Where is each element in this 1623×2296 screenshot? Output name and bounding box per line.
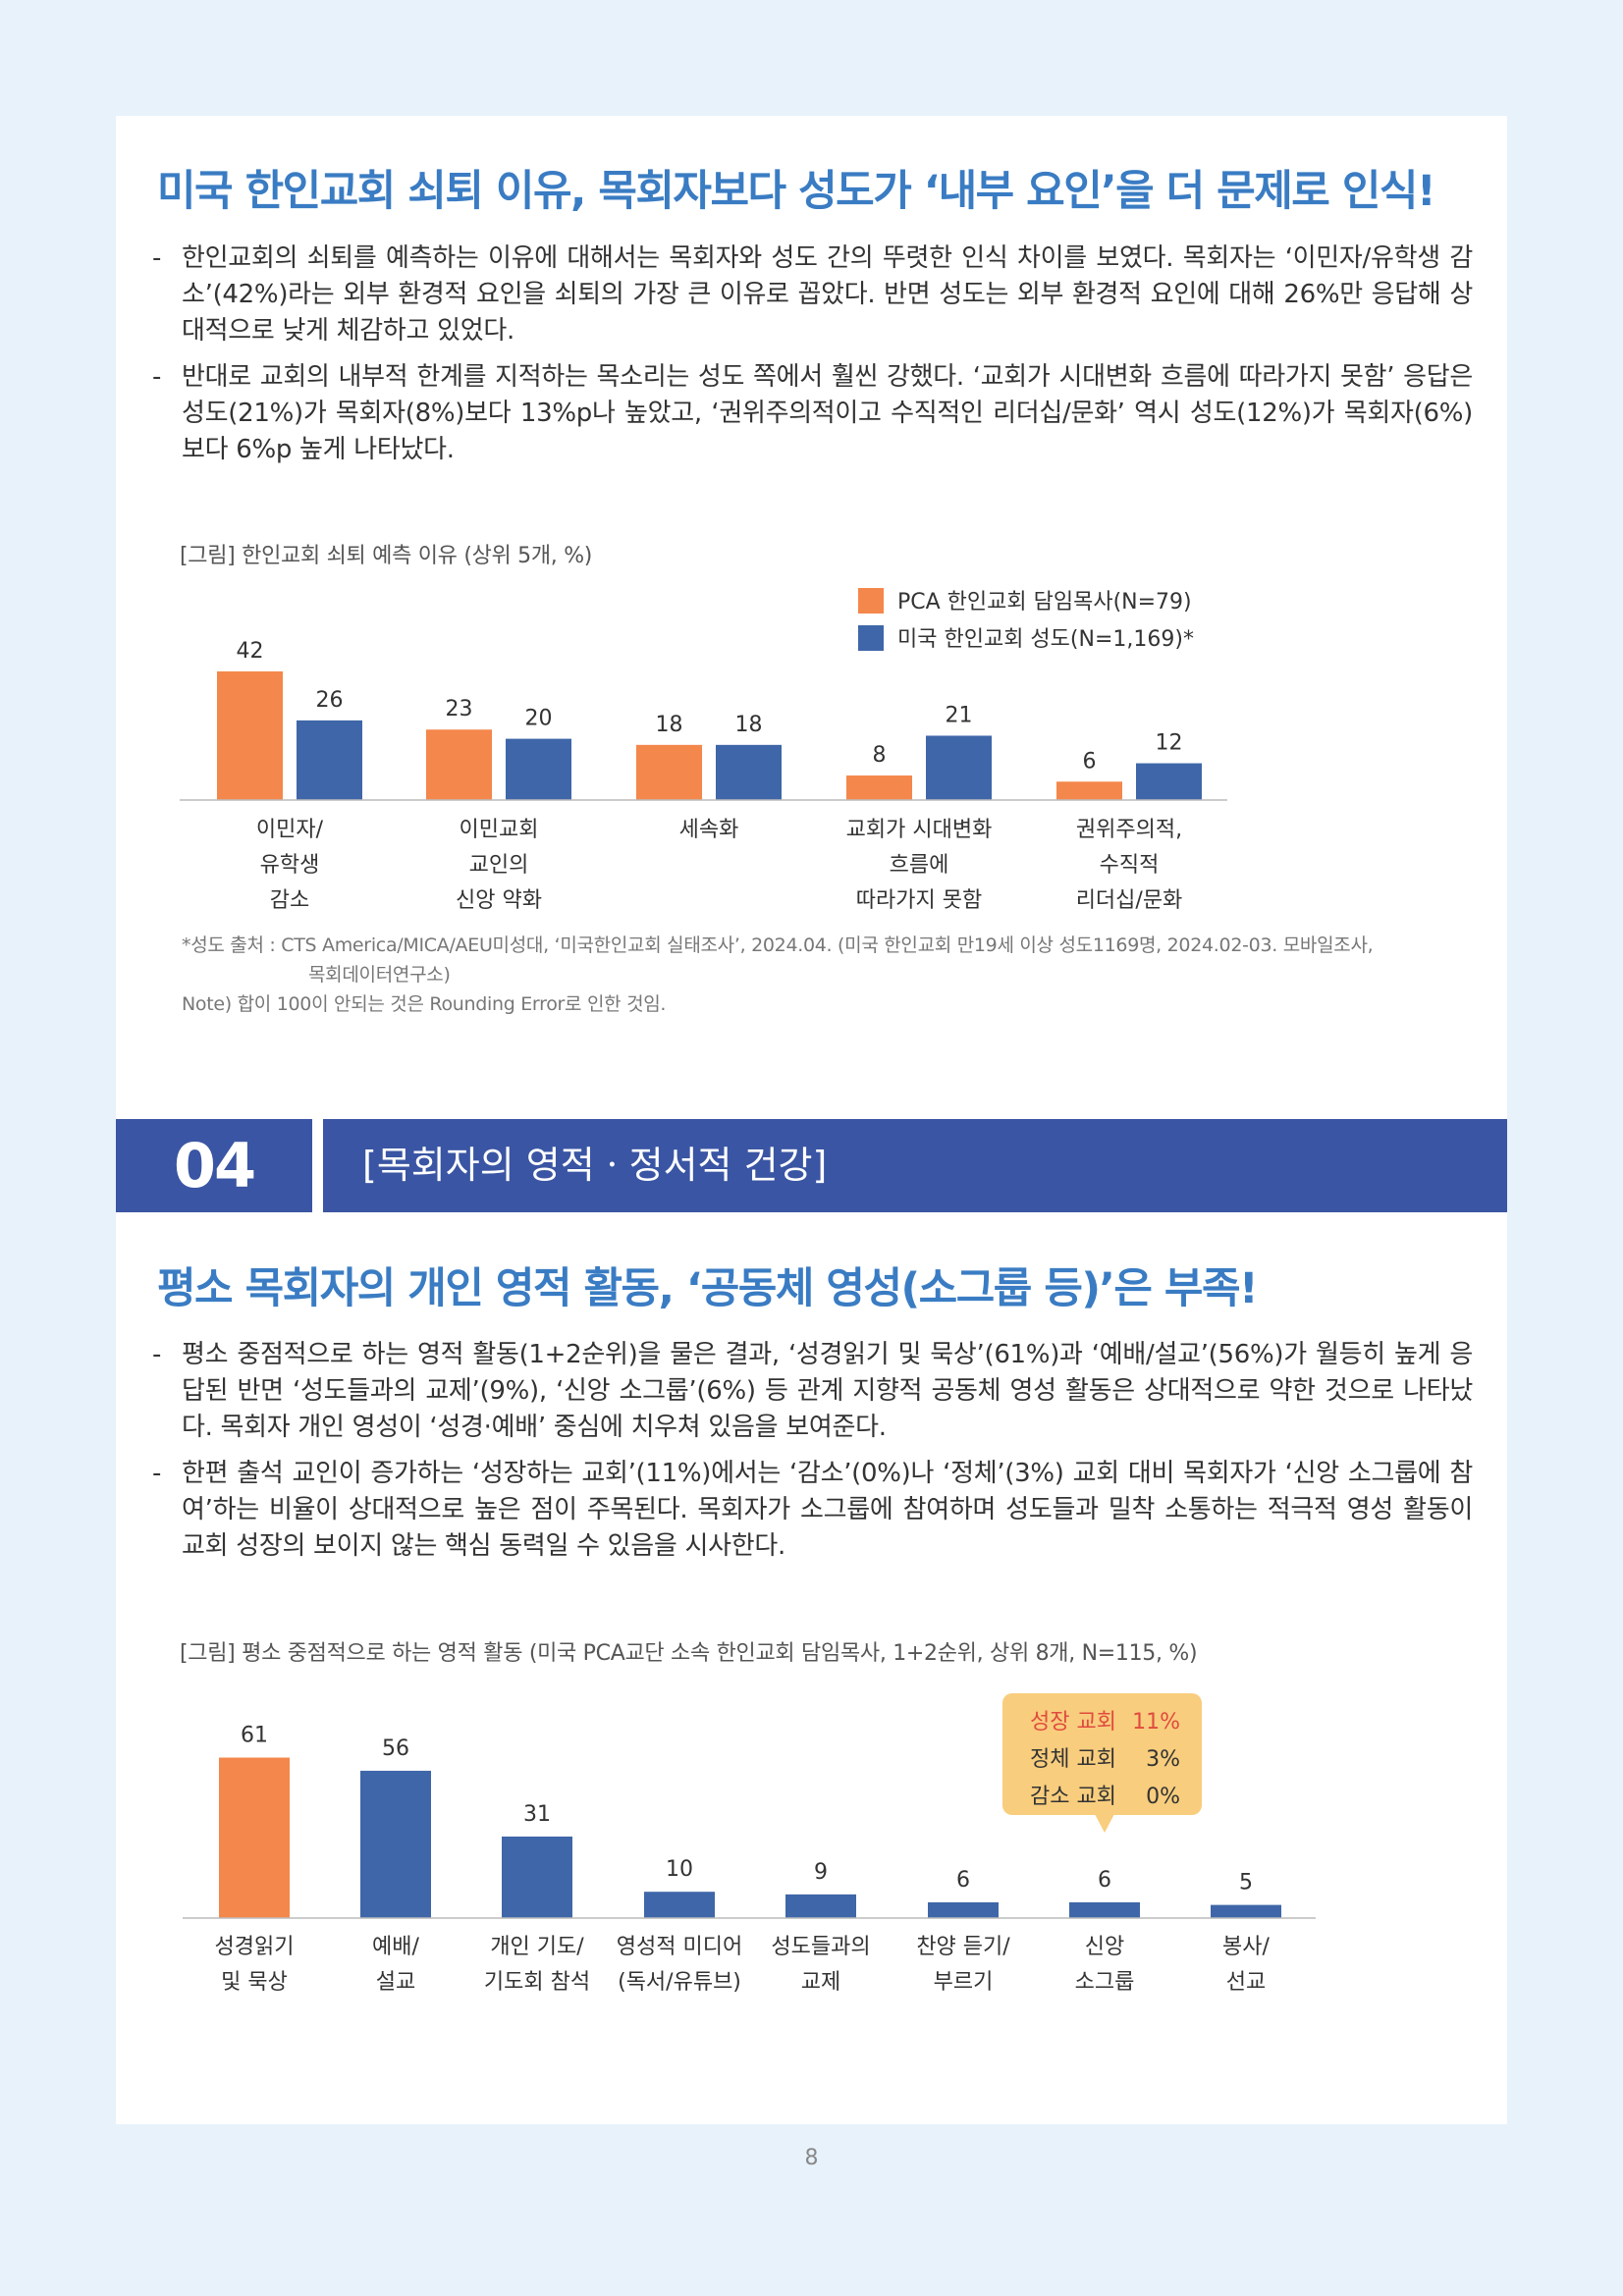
callout-label: 정체 교회 [1030, 1747, 1116, 1772]
chart2-category-label: 교제 [801, 1970, 840, 1995]
chart2-bar [644, 1892, 715, 1918]
chart1-bar [217, 670, 283, 800]
section1-bullets: - 한인교회의 쇠퇴를 예측하는 이유에 대해서는 목회자와 성도 간의 뚜렷한 … [152, 240, 1473, 478]
chart2-category-label: (독서/유튜브) [618, 1970, 741, 1995]
callout-bubble [1002, 1693, 1202, 1815]
chart2-category-label: 설교 [376, 1970, 415, 1995]
section2-bullets: - 평소 중점적으로 하는 영적 활동(1+2순위)을 물은 결과, ‘성경읽기 … [152, 1337, 1473, 1575]
chart2-category-label: 개인 기도/ [490, 1935, 584, 1959]
chart1-category-label: 수직적 [1100, 853, 1160, 878]
section-title: [목회자의 영적ㆍ정서적 건강] [362, 1144, 828, 1187]
chart1-bar [926, 735, 992, 800]
chart1-value-label: 21 [946, 703, 973, 727]
chart2-category-label: 성도들과의 [771, 1935, 870, 1959]
chart2-value-label: 10 [666, 1857, 693, 1882]
callout-value: 11% [1132, 1710, 1180, 1735]
chart1-bar [1136, 763, 1202, 800]
legend-label: PCA 한인교회 담임목사(N=79) [897, 590, 1192, 614]
section-number: 04 [173, 1130, 256, 1201]
chart1-category-label: 교인의 [469, 853, 529, 878]
legend-swatch [858, 625, 884, 651]
chart2-category-label: 선교 [1226, 1970, 1266, 1995]
chart1-bar [426, 729, 492, 800]
chart1-value-label: 18 [656, 713, 683, 737]
chart1-category-label: 세속화 [679, 818, 739, 842]
chart2-bar [785, 1894, 856, 1918]
chart2-value-label: 31 [523, 1802, 551, 1827]
chart2-bar [1211, 1904, 1281, 1918]
chart2-category-label: 찬양 듣기/ [916, 1935, 1010, 1959]
section1-headline: 미국 한인교회 쇠퇴 이유, 목회자보다 성도가 ‘내부 요인’을 더 문제로 … [157, 167, 1436, 216]
chart1-category-label: 리더십/문화 [1076, 888, 1183, 913]
bullet-item: - 평소 중점적으로 하는 영적 활동(1+2순위)을 물은 결과, ‘성경읽기 … [152, 1340, 1473, 1442]
section-header: 04 [목회자의 영적ㆍ정서적 건강] [116, 1119, 1507, 1212]
chart2-bar [1069, 1901, 1140, 1918]
source-note-cont: 목회데이터연구소) [308, 964, 451, 986]
chart2-category-label: 영성적 미디어 [617, 1935, 742, 1959]
chart2-value-label: 56 [382, 1736, 409, 1761]
chart1-caption: [그림] 한인교회 쇠퇴 예측 이유 (상위 5개, %) [180, 544, 593, 568]
chart1-value-label: 12 [1156, 731, 1183, 756]
chart1-bar [716, 744, 782, 800]
chart2-bar [928, 1901, 999, 1918]
chart2-value-label: 9 [814, 1860, 828, 1885]
legend-label: 미국 한인교회 성도(N=1,169)* [897, 627, 1194, 652]
chart1-value-label: 6 [1083, 749, 1097, 774]
chart2-value-label: 61 [241, 1724, 268, 1748]
chart1-category-label: 흐름에 [890, 853, 949, 878]
chart1-category-label: 이민자/ [256, 818, 324, 842]
chart2-caption: [그림] 평소 중점적으로 하는 영적 활동 (미국 PCA교단 소속 한인교회… [180, 1641, 1198, 1666]
chart1-value-label: 26 [316, 688, 344, 713]
section-title-box: [목회자의 영적ㆍ정서적 건강] [323, 1119, 1507, 1212]
chart1-category-label: 권위주의적, [1076, 818, 1182, 842]
chart1-value-label: 8 [873, 743, 887, 768]
chart1-value-label: 42 [237, 639, 264, 664]
chart2-category-label: 소그룹 [1075, 1970, 1135, 1995]
chart1-category-label: 신앙 약화 [456, 888, 542, 913]
callout-label: 성장 교회 [1030, 1710, 1116, 1735]
chart1-value-label: 20 [525, 707, 553, 731]
chart1-bar [506, 738, 571, 800]
chart1-category-label: 유학생 [260, 853, 320, 878]
source-note: *성도 출처 : CTS America/MICA/AEU미성대, ‘미국한인교… [182, 934, 1374, 956]
bullet-item: - 반대로 교회의 내부적 한계를 지적하는 목소리는 성도 쪽에서 훨씬 강했다… [152, 362, 1473, 464]
chart2-bar [219, 1757, 290, 1918]
page-number: 8 [804, 2146, 819, 2170]
chart1-category-label: 감소 [270, 888, 309, 913]
chart2-category-label: 예배/ [372, 1935, 419, 1959]
chart2-category-label: 부르기 [934, 1970, 994, 1995]
chart2-bar [502, 1836, 572, 1918]
chart1-category-label: 이민교회 [460, 818, 539, 842]
chart2-category-label: 봉사/ [1222, 1935, 1270, 1959]
chart2-category-label: 신앙 [1085, 1935, 1124, 1959]
chart2-bar [360, 1770, 431, 1918]
callout-pointer [1095, 1814, 1114, 1833]
section2-headline: 평소 목회자의 개인 영적 활동, ‘공동체 영성(소그룹 등)’은 부족! [157, 1264, 1259, 1313]
chart2-value-label: 5 [1239, 1871, 1253, 1896]
bullet-item: - 한인교회의 쇠퇴를 예측하는 이유에 대해서는 목회자와 성도 간의 뚜렷한 … [152, 243, 1473, 346]
chart1-category-label: 교회가 시대변화 [846, 818, 993, 842]
callout-value: 0% [1146, 1785, 1180, 1809]
bullet-item: - 한편 출석 교인이 증가하는 ‘성장하는 교회’(11%)에서는 ‘감소’(0… [152, 1459, 1473, 1561]
chart2-category-label: 및 묵상 [221, 1970, 288, 1995]
rounding-note: Note) 합이 100이 안되는 것은 Rounding Error로 인한 … [182, 993, 667, 1015]
callout-label: 감소 교회 [1030, 1785, 1116, 1809]
chart2-value-label: 6 [1098, 1868, 1111, 1893]
chart1-bar [1056, 781, 1122, 800]
chart2-category-label: 기도회 참석 [484, 1970, 590, 1995]
chart1-bar [846, 775, 912, 800]
callout-value: 3% [1146, 1747, 1180, 1772]
chart1-category-label: 따라가지 못함 [856, 888, 982, 913]
chart1-value-label: 18 [735, 713, 763, 737]
legend-swatch [858, 588, 884, 614]
chart1-bar [636, 744, 702, 800]
chart2-category-label: 성경읽기 [215, 1935, 295, 1959]
chart1-bar [297, 720, 362, 800]
chart2-value-label: 6 [956, 1868, 970, 1893]
section-number-box: 04 [116, 1119, 312, 1212]
chart1-value-label: 23 [446, 697, 473, 721]
